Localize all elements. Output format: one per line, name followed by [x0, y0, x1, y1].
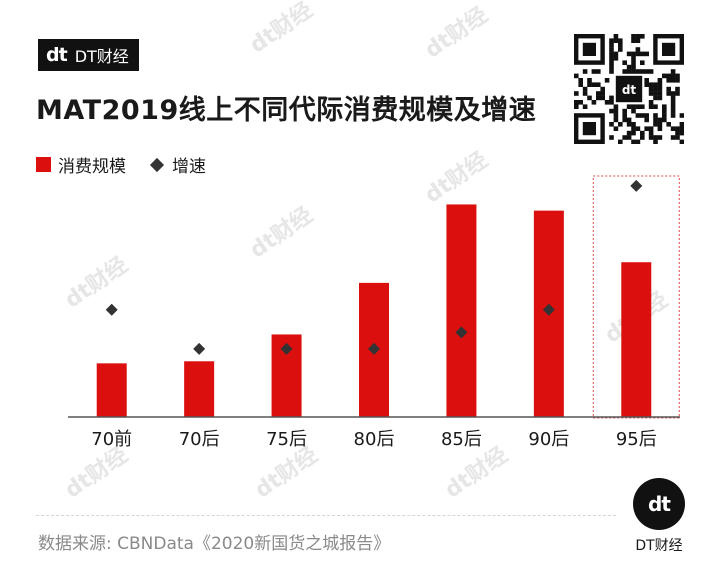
- legend-bar-swatch: [36, 157, 51, 172]
- bar: [184, 361, 215, 417]
- growth-marker: [193, 342, 206, 355]
- x-tick-label: 70前: [91, 429, 132, 450]
- brand-badge: dt DT财经: [38, 39, 139, 71]
- footer-logo: dt: [633, 478, 685, 530]
- chart-title: MAT2019线上不同代际消费规模及增速: [36, 95, 537, 126]
- source-note: 数据来源: CBNData《2020新国货之城报告》: [38, 534, 391, 554]
- x-tick-label: 80后: [354, 429, 395, 450]
- qr-code: dt: [574, 34, 684, 144]
- x-tick-label: 75后: [266, 429, 307, 450]
- footer-brand: DT财经: [635, 538, 683, 554]
- x-tick-label: 90后: [528, 429, 569, 450]
- bar: [446, 204, 477, 417]
- legend-bar-label: 消费规模: [58, 157, 126, 177]
- x-tick-label: 85后: [441, 429, 482, 450]
- growth-marker: [630, 179, 643, 192]
- brand-name: DT财经: [74, 47, 129, 66]
- x-tick-label: 70后: [179, 429, 220, 450]
- x-tick-label: 95后: [616, 429, 657, 450]
- growth-marker: [542, 303, 555, 316]
- chart-legend: 消费规模 增速: [36, 152, 206, 177]
- footer-divider: [36, 515, 616, 516]
- legend-marker-label: 增速: [172, 157, 206, 177]
- growth-marker: [280, 342, 293, 355]
- bar: [96, 363, 127, 417]
- svg-text:dt: dt: [622, 83, 637, 97]
- growth-marker: [455, 326, 468, 339]
- growth-marker: [368, 342, 380, 355]
- bar: [621, 262, 652, 417]
- brand-logo-mark: dt: [46, 44, 68, 66]
- growth-marker: [105, 303, 118, 316]
